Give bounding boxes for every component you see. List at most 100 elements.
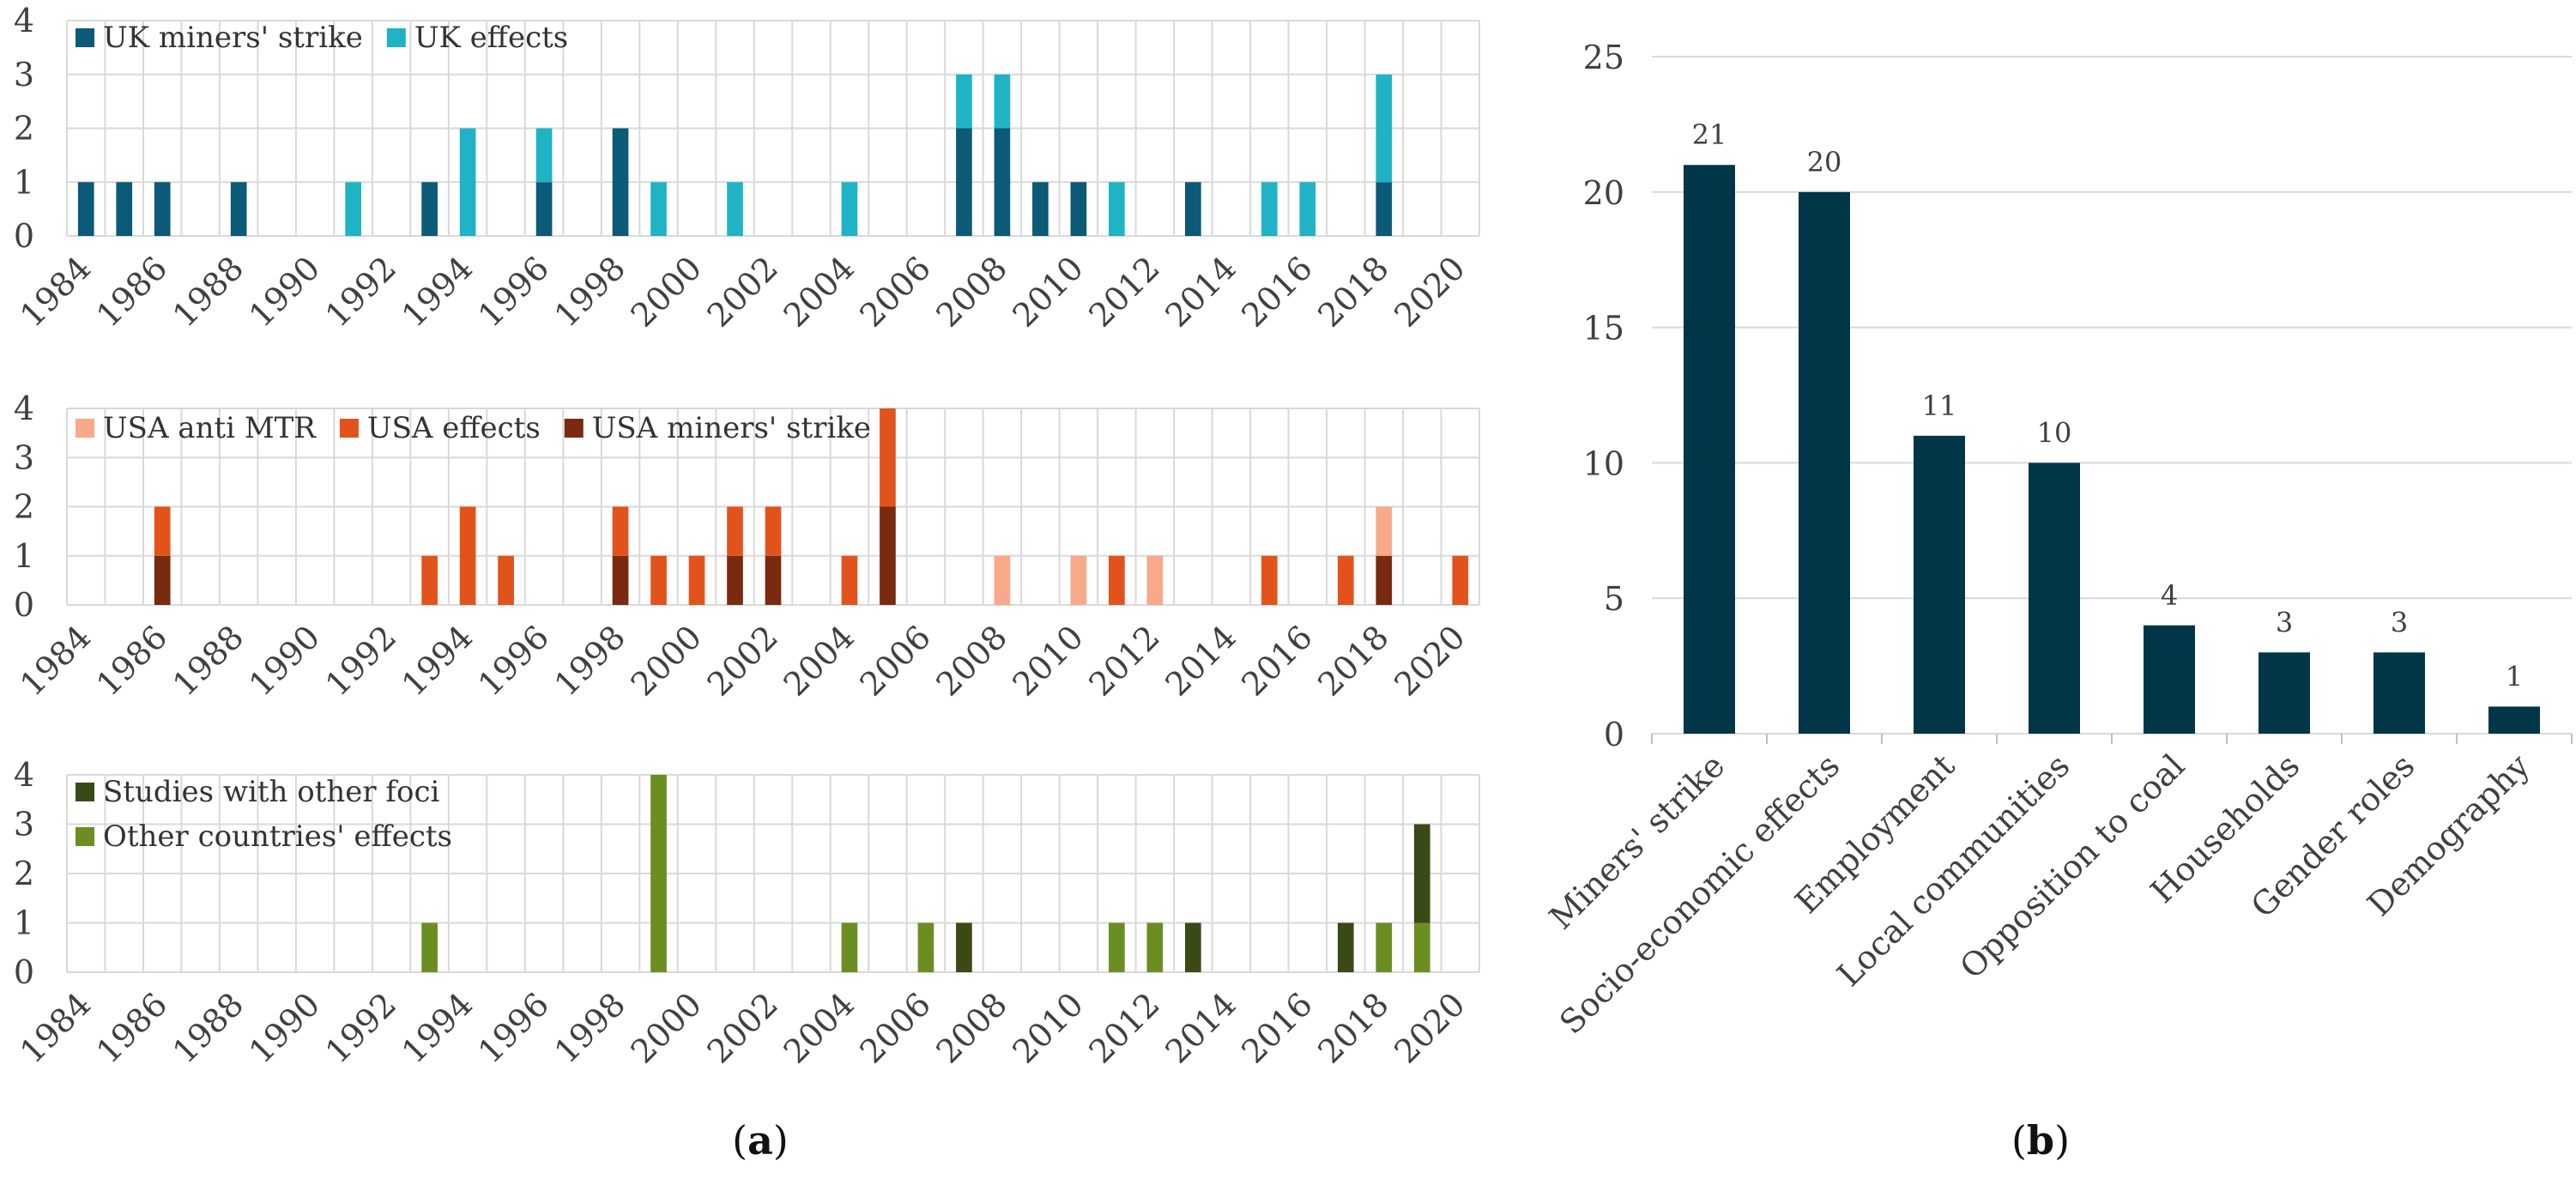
other-legend-label-studies-with-other-foci: Studies with other foci <box>103 775 440 809</box>
usa-xtick-label: 1998 <box>547 618 633 704</box>
uk-bar-uk-effects-1999 <box>650 182 667 236</box>
other-xtick-label: 2002 <box>700 985 786 1071</box>
other-bar-studies-with-other-foci-2013 <box>1185 922 1201 972</box>
topics-bar-socio-economic-effects <box>1799 191 1850 735</box>
uk-bar-uk-miners-strike-2008 <box>994 128 1011 236</box>
usa-bar-usa-anti-mtr-2018 <box>1376 506 1393 556</box>
uk-legend-label-uk-miners-strike: UK miners' strike <box>103 21 363 55</box>
topics-value-label-local-communities: 10 <box>2037 416 2072 449</box>
other-xtick-label: 2012 <box>1081 985 1167 1071</box>
usa-bar-usa-effects-2020 <box>1452 555 1469 605</box>
uk-xtick-label: 1994 <box>395 249 481 335</box>
other-xtick-label: 2016 <box>1234 985 1320 1071</box>
usa-xtick-label: 2002 <box>700 618 786 704</box>
usa-panel: 0123419841986198819901992199419961998200… <box>13 390 1480 704</box>
uk-legend-swatch-uk-effects <box>386 28 406 47</box>
usa-bar-usa-effects-2004 <box>841 555 858 605</box>
other-bar-other-countries-effects-1993 <box>421 922 438 972</box>
usa-bar-usa-effects-1994 <box>459 506 476 605</box>
usa-legend-label-usa-anti-mtr: USA anti MTR <box>103 411 317 445</box>
other-bar-other-countries-effects-2011 <box>1109 922 1125 972</box>
other-bar-studies-with-other-foci-2017 <box>1337 922 1354 972</box>
usa-bar-usa-effects-2005 <box>880 408 896 507</box>
other-xtick-label: 2000 <box>624 985 710 1071</box>
usa-xtick-label: 1990 <box>242 618 328 704</box>
topics-bar-local-communities <box>2029 463 2080 734</box>
usa-xtick-label: 2012 <box>1081 618 1167 704</box>
uk-bar-uk-miners-strike-1985 <box>116 182 133 236</box>
uk-bar-uk-miners-strike-2018 <box>1376 182 1393 236</box>
uk-bar-uk-effects-2015 <box>1261 182 1278 236</box>
usa-xtick-label: 2018 <box>1310 618 1396 704</box>
other-xtick-label: 1990 <box>242 985 328 1071</box>
usa-ytick-label: 2 <box>14 488 34 526</box>
other-ytick-label: 1 <box>14 904 34 942</box>
usa-xtick-label: 1992 <box>318 618 404 704</box>
usa-bar-usa-effects-2001 <box>727 506 743 556</box>
caption-b: (b) <box>2011 1117 2070 1164</box>
usa-bar-usa-anti-mtr-2012 <box>1146 555 1164 605</box>
usa-xtick-label: 2014 <box>1158 618 1243 704</box>
uk-bar-uk-effects-2011 <box>1109 182 1125 236</box>
uk-xtick-label: 2012 <box>1081 249 1167 335</box>
topics-ytick-label: 15 <box>1583 310 1624 348</box>
caption-a: (a) <box>732 1117 789 1164</box>
other-xtick-label: 2014 <box>1158 985 1243 1071</box>
uk-ytick-label: 4 <box>14 2 34 39</box>
other-xtick-label: 2010 <box>1006 985 1091 1071</box>
other-xtick-label: 1986 <box>89 985 175 1071</box>
other-xtick-label: 1988 <box>166 985 251 1071</box>
usa-ytick-label: 1 <box>14 537 34 575</box>
uk-xtick-label: 2004 <box>777 249 862 335</box>
usa-xtick-label: 1984 <box>13 618 99 704</box>
uk-bar-uk-miners-strike-1996 <box>535 182 553 236</box>
other-bar-other-countries-effects-1999 <box>650 775 667 972</box>
usa-bar-usa-miners-strike-2018 <box>1376 555 1393 605</box>
topics-ytick-label: 0 <box>1604 716 1624 753</box>
uk-xtick-label: 2000 <box>624 249 710 335</box>
uk-ytick-label: 0 <box>14 217 34 255</box>
other-bar-other-countries-effects-2019 <box>1413 922 1430 972</box>
usa-xtick-label: 2016 <box>1234 618 1320 704</box>
uk-ytick-label: 1 <box>14 163 34 201</box>
uk-panel: 0123419841986198819901992199419961998200… <box>13 2 1480 335</box>
usa-xtick-label: 1988 <box>166 618 251 704</box>
other-xtick-label: 1998 <box>547 985 633 1071</box>
usa-bar-usa-effects-1995 <box>498 555 514 605</box>
other-xtick-label: 1984 <box>13 985 99 1071</box>
uk-bar-uk-miners-strike-2009 <box>1032 182 1049 236</box>
usa-bar-usa-miners-strike-2002 <box>765 555 782 605</box>
uk-xtick-label: 1984 <box>13 249 99 335</box>
other-xtick-label: 2008 <box>929 985 1015 1071</box>
other-bar-studies-with-other-foci-2007 <box>956 922 972 972</box>
usa-bar-usa-effects-2011 <box>1109 555 1125 605</box>
uk-xtick-label: 1988 <box>166 249 251 335</box>
uk-bar-uk-effects-1994 <box>459 128 476 236</box>
uk-ytick-label: 2 <box>14 110 34 148</box>
topics-category-label-opposition-to-coal: Opposition to coal <box>1952 747 2192 986</box>
uk-xtick-label: 1992 <box>318 249 404 335</box>
uk-bar-uk-miners-strike-1998 <box>612 128 629 236</box>
other-xtick-label: 2006 <box>853 985 939 1071</box>
usa-ytick-label: 0 <box>14 586 34 624</box>
uk-legend-swatch-uk-miners-strike <box>76 28 94 47</box>
uk-bar-uk-miners-strike-1988 <box>230 182 247 236</box>
topics-value-label-socio-economic-effects: 20 <box>1807 146 1842 178</box>
usa-xtick-label: 2010 <box>1006 618 1091 704</box>
uk-bar-uk-effects-2008 <box>994 74 1011 129</box>
uk-bar-uk-miners-strike-1993 <box>421 182 438 236</box>
topics-bar-opposition-to-coal <box>2144 625 2195 734</box>
uk-xtick-label: 2006 <box>853 249 939 335</box>
topics-value-label-employment: 11 <box>1922 390 1957 422</box>
other-ytick-label: 4 <box>14 756 34 794</box>
uk-xtick-label: 1998 <box>547 249 633 335</box>
topics-bar-demography <box>2488 706 2540 734</box>
usa-xtick-label: 2020 <box>1387 618 1472 704</box>
other-bar-other-countries-effects-2006 <box>917 922 934 972</box>
usa-bar-usa-anti-mtr-2010 <box>1070 555 1087 605</box>
usa-bar-usa-miners-strike-2001 <box>727 555 743 605</box>
topics-bar-miners-strike <box>1684 165 1735 735</box>
uk-xtick-label: 1996 <box>471 249 557 335</box>
usa-legend-label-usa-effects: USA effects <box>367 411 541 445</box>
other-bar-other-countries-effects-2018 <box>1376 922 1393 972</box>
